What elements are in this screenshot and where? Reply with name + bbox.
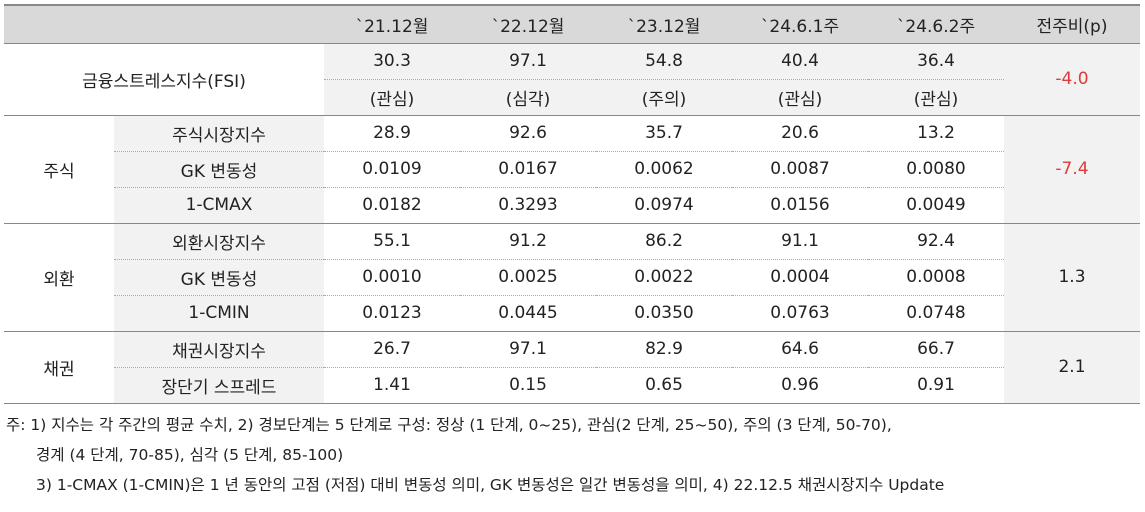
cell: 0.0445 [460, 295, 596, 332]
table-row: 외환 외환시장지수 55.1 91.2 86.2 91.1 92.4 1.3 [4, 223, 1140, 332]
header-cell-label [4, 4, 324, 44]
fsi-value: 40.4 [732, 43, 868, 80]
cell: 0.0080 [868, 151, 1004, 188]
cell: 0.0109 [324, 151, 460, 188]
table-row: 주식 주식시장지수 28.9 92.6 35.7 20.6 13.2 -7.4 [4, 115, 1140, 224]
fsi-change: -4.0 [1004, 43, 1140, 116]
footnote-line: 주: 1) 지수는 각 주간의 평균 수치, 2) 경보단계는 5 단계로 구성… [6, 416, 892, 434]
cell: 0.3293 [460, 187, 596, 224]
table-row: GK 변동성 0.0109 0.0167 0.0062 0.0087 0.008… [4, 151, 1140, 188]
cell: 91.1 [732, 223, 868, 260]
group-label-stock: 주식 [4, 115, 114, 224]
cell: 1.41 [324, 367, 460, 404]
cell: 0.0004 [732, 259, 868, 296]
fsi-value: 30.3 [324, 43, 460, 80]
cell: 0.0062 [596, 151, 732, 188]
fsi-stage: (관심) [324, 79, 460, 116]
header-cell: 전주비(p) [1004, 4, 1140, 44]
table-row: 채권 채권시장지수 26.7 97.1 82.9 64.6 66.7 2.1 [4, 331, 1140, 404]
cell: 66.7 [868, 331, 1004, 368]
row-label: 채권시장지수 [114, 331, 324, 368]
cell: 13.2 [868, 115, 1004, 152]
cell: 28.9 [324, 115, 460, 152]
header-cell: `24.6.1주 [732, 4, 868, 44]
cell: 55.1 [324, 223, 460, 260]
header-cell: `21.12월 [324, 4, 460, 44]
header-cell: `24.6.2주 [868, 4, 1004, 44]
fsi-stage: (주의) [596, 79, 732, 116]
cell: 86.2 [596, 223, 732, 260]
cell: 0.65 [596, 367, 732, 404]
fsi-stage: (심각) [460, 79, 596, 116]
cell: 0.0182 [324, 187, 460, 224]
row-label: 1-CMAX [114, 187, 324, 224]
cell: 0.0974 [596, 187, 732, 224]
cell: 20.6 [732, 115, 868, 152]
cell: 92.4 [868, 223, 1004, 260]
group-change-stock: -7.4 [1004, 115, 1140, 224]
fsi-value: 54.8 [596, 43, 732, 80]
cell: 0.15 [460, 367, 596, 404]
cell: 64.6 [732, 331, 868, 368]
fsi-stage: (관심) [868, 79, 1004, 116]
fsi-value: 97.1 [460, 43, 596, 80]
table-row: 장단기 스프레드 1.41 0.15 0.65 0.96 0.91 [4, 367, 1140, 404]
cell: 0.91 [868, 367, 1004, 404]
table-row: 금융스트레스지수(FSI) 30.3 97.1 54.8 40.4 36.4 -… [4, 43, 1140, 116]
row-label: GK 변동성 [114, 151, 324, 188]
fsi-value: 36.4 [868, 43, 1004, 80]
cell: 0.96 [732, 367, 868, 404]
row-label: GK 변동성 [114, 259, 324, 296]
cell: 97.1 [460, 331, 596, 368]
row-label: 1-CMIN [114, 295, 324, 332]
group-change-bond: 2.1 [1004, 331, 1140, 404]
row-label: 주식시장지수 [114, 115, 324, 152]
header-cell: `22.12월 [460, 4, 596, 44]
cell: 0.0025 [460, 259, 596, 296]
footnotes: 주: 1) 지수는 각 주간의 평균 수치, 2) 경보단계는 5 단계로 구성… [6, 410, 1136, 500]
cell: 0.0087 [732, 151, 868, 188]
cell: 0.0022 [596, 259, 732, 296]
header-row: `21.12월 `22.12월 `23.12월 `24.6.1주 `24.6.2… [4, 4, 1140, 44]
cell: 0.0748 [868, 295, 1004, 332]
fsi-table: `21.12월 `22.12월 `23.12월 `24.6.1주 `24.6.2… [4, 4, 1140, 404]
table-row: 1-CMIN 0.0123 0.0445 0.0350 0.0763 0.074… [4, 295, 1140, 332]
table-row: (관심) (심각) (주의) (관심) (관심) [4, 79, 1140, 116]
row-label: 외환시장지수 [114, 223, 324, 260]
footnote-line: 경계 (4 단계, 70-85), 심각 (5 단계, 85-100) [36, 446, 344, 464]
cell: 91.2 [460, 223, 596, 260]
table-row: 1-CMAX 0.0182 0.3293 0.0974 0.0156 0.004… [4, 187, 1140, 224]
cell: 0.0008 [868, 259, 1004, 296]
cell: 0.0167 [460, 151, 596, 188]
cell: 0.0049 [868, 187, 1004, 224]
header-cell: `23.12월 [596, 4, 732, 44]
fsi-label: 금융스트레스지수(FSI) [4, 43, 324, 116]
cell: 0.0010 [324, 259, 460, 296]
group-label-fx: 외환 [4, 223, 114, 332]
group-change-fx: 1.3 [1004, 223, 1140, 332]
cell: 35.7 [596, 115, 732, 152]
cell: 0.0350 [596, 295, 732, 332]
cell: 82.9 [596, 331, 732, 368]
footnote-line: 3) 1-CMAX (1-CMIN)은 1 년 동안의 고점 (저점) 대비 변… [36, 476, 945, 494]
cell: 26.7 [324, 331, 460, 368]
row-label: 장단기 스프레드 [114, 367, 324, 404]
cell: 92.6 [460, 115, 596, 152]
group-label-bond: 채권 [4, 331, 114, 404]
cell: 0.0156 [732, 187, 868, 224]
fsi-stage: (관심) [732, 79, 868, 116]
cell: 0.0763 [732, 295, 868, 332]
cell: 0.0123 [324, 295, 460, 332]
table-row: GK 변동성 0.0010 0.0025 0.0022 0.0004 0.000… [4, 259, 1140, 296]
